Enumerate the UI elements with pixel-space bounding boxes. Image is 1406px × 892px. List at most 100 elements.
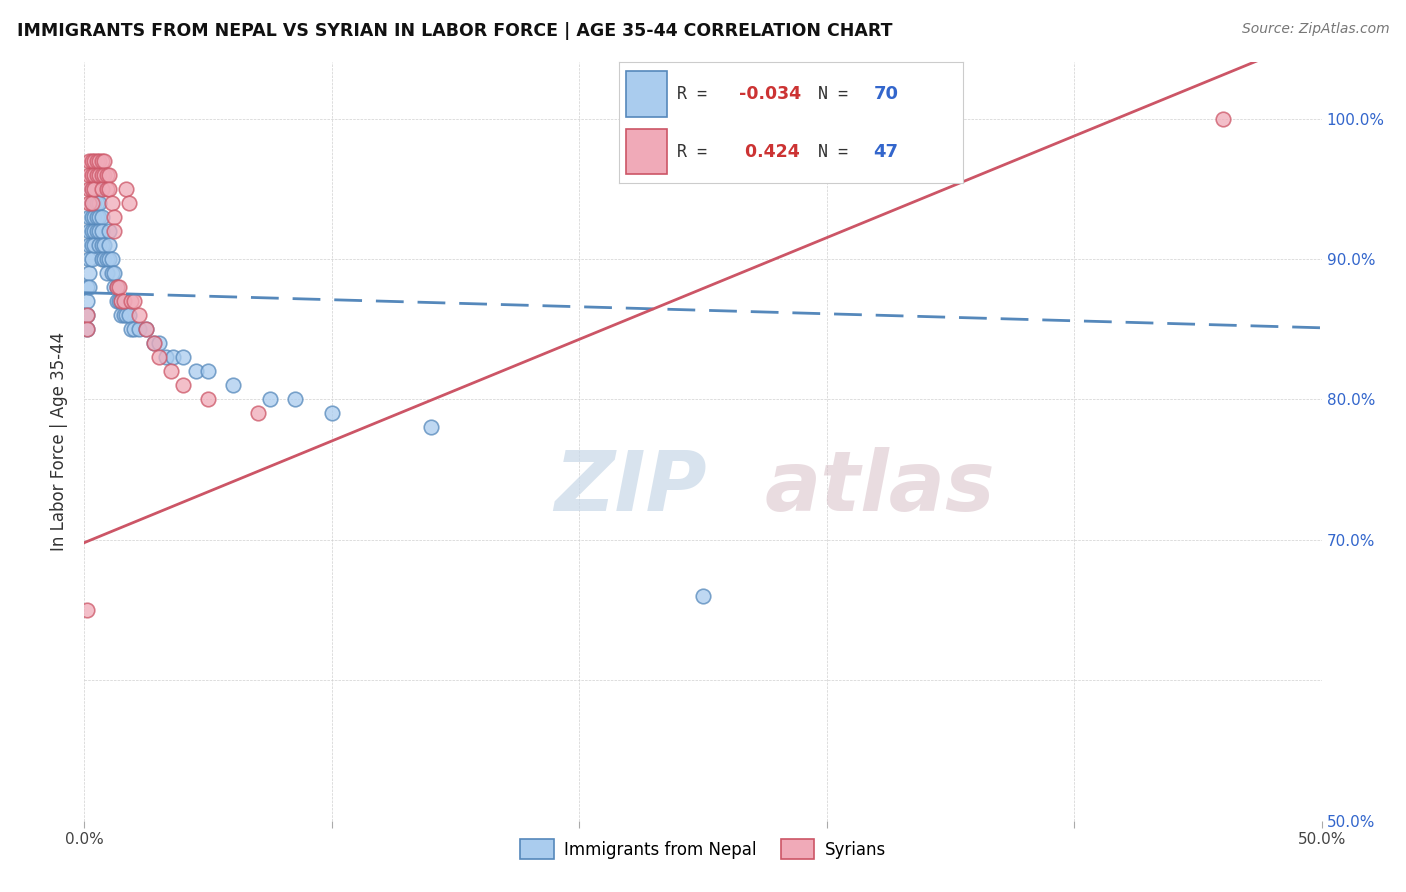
Point	[135, 322, 157, 336]
Point	[76, 322, 98, 336]
Point	[79, 280, 101, 294]
Point	[184, 364, 207, 378]
Point	[98, 238, 121, 252]
Point	[76, 322, 98, 336]
Point	[80, 182, 103, 196]
Point	[96, 168, 118, 182]
Y-axis label: In Labor Force | Age 35-44: In Labor Force | Age 35-44	[51, 332, 69, 551]
Point	[419, 420, 441, 434]
Point	[80, 153, 103, 168]
Point	[79, 252, 101, 266]
Point	[79, 224, 101, 238]
Point	[93, 153, 115, 168]
Point	[112, 294, 135, 309]
Point	[89, 224, 111, 238]
Point	[122, 294, 145, 309]
Point	[83, 182, 105, 196]
Point	[148, 336, 170, 351]
Text: -0.034: -0.034	[740, 85, 801, 103]
Point	[128, 322, 150, 336]
Point	[110, 294, 132, 309]
Point	[86, 224, 108, 238]
Text: N =: N =	[818, 85, 848, 103]
Point	[90, 238, 112, 252]
Point	[222, 378, 245, 392]
Legend: Immigrants from Nepal, Syrians: Immigrants from Nepal, Syrians	[513, 833, 893, 865]
Point	[120, 322, 142, 336]
Point	[100, 266, 122, 280]
Point	[83, 182, 105, 196]
Point	[1212, 112, 1234, 126]
FancyBboxPatch shape	[626, 128, 666, 175]
Text: N =: N =	[818, 143, 848, 161]
Point	[80, 224, 103, 238]
Point	[142, 336, 165, 351]
Point	[86, 168, 108, 182]
Point	[80, 252, 103, 266]
Point	[79, 153, 101, 168]
Point	[103, 210, 125, 224]
Point	[76, 603, 98, 617]
Point	[321, 407, 343, 421]
Text: R =: R =	[678, 143, 707, 161]
Point	[110, 294, 132, 309]
Point	[90, 252, 112, 266]
Point	[80, 168, 103, 182]
Point	[284, 392, 307, 407]
FancyBboxPatch shape	[626, 70, 666, 117]
Point	[80, 182, 103, 196]
Point	[115, 182, 138, 196]
Point	[98, 252, 121, 266]
Point	[155, 351, 177, 365]
Point	[100, 252, 122, 266]
Point	[83, 195, 105, 210]
Point	[110, 308, 132, 322]
Point	[80, 210, 103, 224]
Point	[89, 195, 111, 210]
Point	[90, 210, 112, 224]
Point	[172, 351, 194, 365]
Point	[98, 224, 121, 238]
Point	[105, 280, 128, 294]
Point	[80, 195, 103, 210]
Point	[79, 182, 101, 196]
Point	[90, 153, 112, 168]
Point	[79, 168, 101, 182]
Point	[160, 364, 183, 378]
Point	[100, 195, 122, 210]
Point	[79, 195, 101, 210]
Point	[118, 195, 141, 210]
Point	[172, 378, 194, 392]
Point	[83, 238, 105, 252]
Point	[96, 266, 118, 280]
Point	[108, 294, 131, 309]
Text: IMMIGRANTS FROM NEPAL VS SYRIAN IN LABOR FORCE | AGE 35-44 CORRELATION CHART: IMMIGRANTS FROM NEPAL VS SYRIAN IN LABOR…	[17, 22, 893, 40]
Point	[86, 210, 108, 224]
Text: 70: 70	[873, 85, 898, 103]
Point	[79, 210, 101, 224]
Point	[162, 351, 184, 365]
Point	[128, 308, 150, 322]
Point	[103, 280, 125, 294]
Point	[98, 168, 121, 182]
Point	[259, 392, 281, 407]
Text: 0.424: 0.424	[740, 143, 800, 161]
Point	[122, 322, 145, 336]
Point	[76, 308, 98, 322]
Point	[89, 210, 111, 224]
Point	[112, 308, 135, 322]
Point	[79, 266, 101, 280]
Point	[89, 153, 111, 168]
Point	[105, 294, 128, 309]
Point	[93, 238, 115, 252]
Point	[197, 364, 219, 378]
Point	[90, 168, 112, 182]
Text: Source: ZipAtlas.com: Source: ZipAtlas.com	[1241, 22, 1389, 37]
Point	[76, 280, 98, 294]
Point	[692, 589, 714, 603]
Point	[246, 407, 269, 421]
Point	[83, 153, 105, 168]
Point	[86, 182, 108, 196]
Point	[118, 308, 141, 322]
Point	[105, 280, 128, 294]
